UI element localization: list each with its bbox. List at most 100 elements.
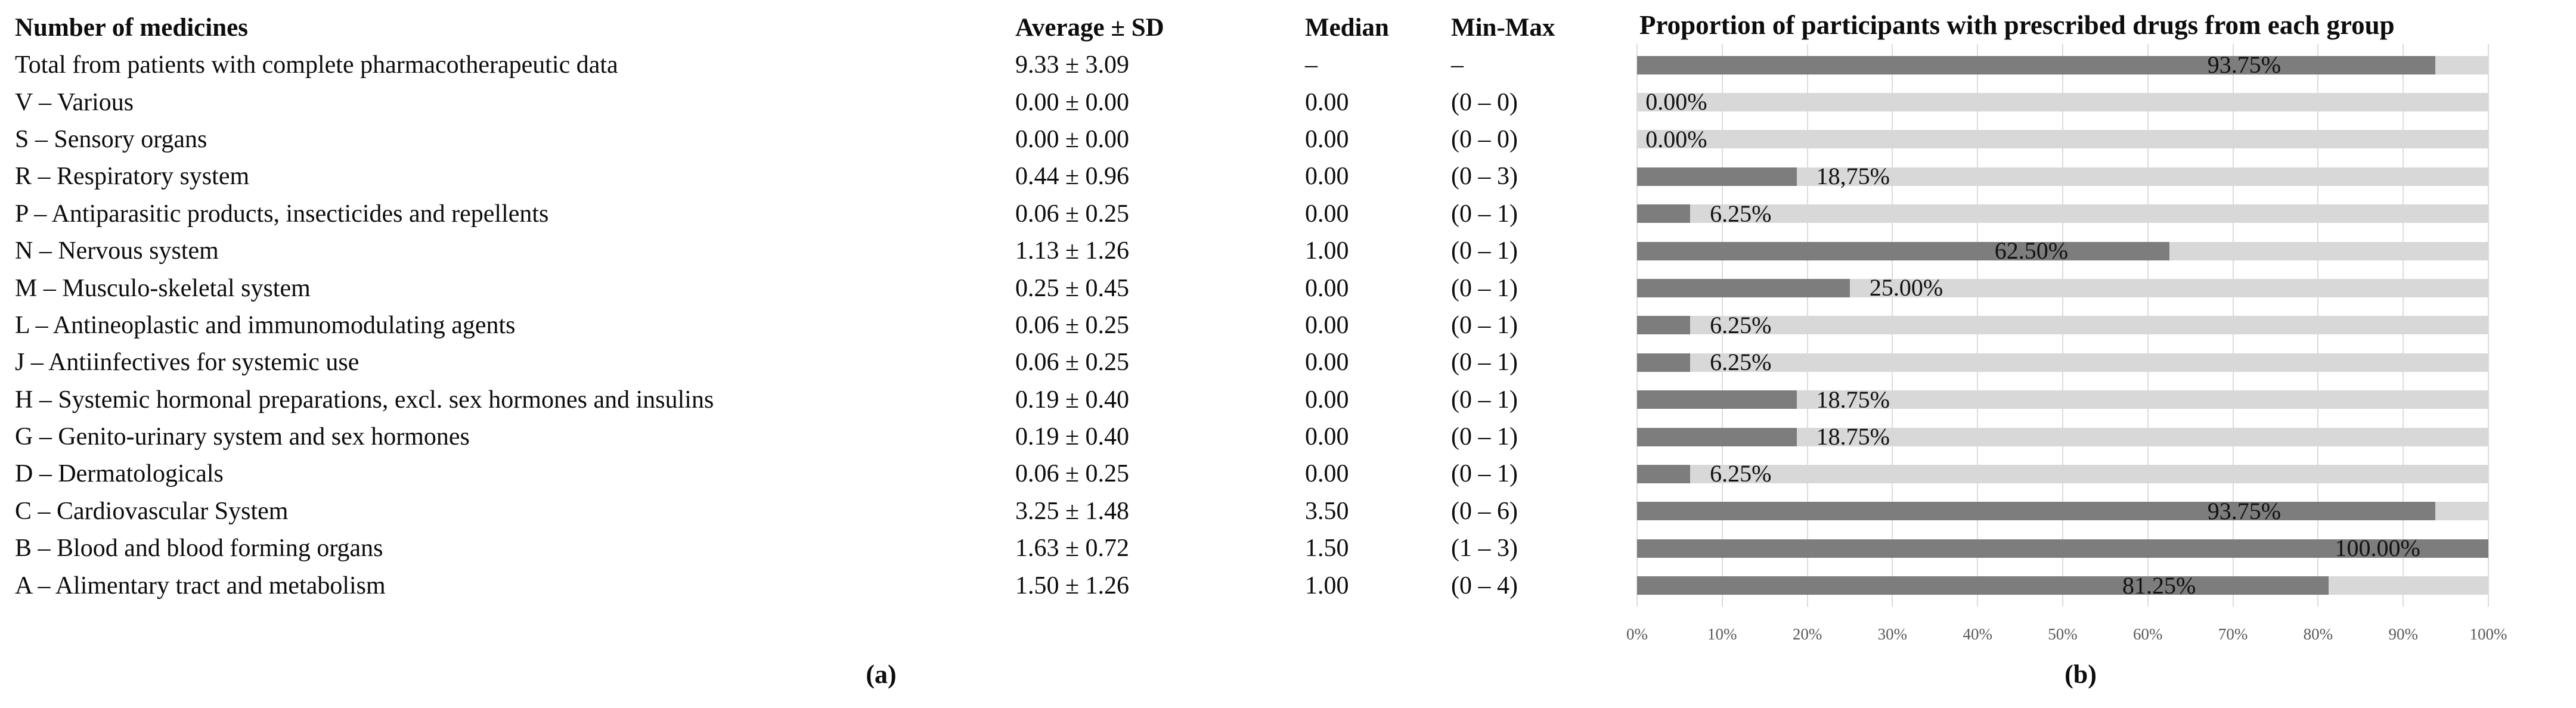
row-median: 0.00 bbox=[1305, 274, 1349, 302]
row-minmax: – bbox=[1451, 51, 1464, 79]
row-minmax: (0 – 1) bbox=[1451, 349, 1518, 377]
bar-chart-plot: 93.75% 0.00% 0.00% 18,75% 6.25% 62.50% 25.00% 6… bbox=[1636, 44, 2489, 607]
bar-value-label: 62.50% bbox=[1994, 237, 2069, 264]
bar-row: 6.25% bbox=[1637, 455, 2488, 492]
row-minmax: (0 – 6) bbox=[1451, 497, 1518, 525]
x-axis-tick-label: 50% bbox=[2048, 625, 2078, 643]
table-row: S – Sensory organs 0.00 ± 0.00 0.00 (0 – 0) bbox=[15, 121, 1630, 158]
row-average-sd: 0.06 ± 0.25 bbox=[1015, 349, 1130, 377]
bar-row: 62.50% bbox=[1637, 232, 2488, 269]
bar-value-label: 6.25% bbox=[1710, 200, 1772, 227]
bar-fill bbox=[1637, 465, 1691, 484]
row-minmax: (0 – 1) bbox=[1451, 386, 1518, 414]
row-name: C – Cardiovascular System bbox=[15, 497, 289, 525]
bar-row: 6.25% bbox=[1637, 195, 2488, 232]
bar-row: 25.00% bbox=[1637, 269, 2488, 306]
row-minmax: (0 – 3) bbox=[1451, 163, 1518, 191]
bar-fill bbox=[1637, 204, 1691, 223]
table-row: B – Blood and blood forming organs 1.63 ±… bbox=[15, 530, 1630, 567]
bar-fill bbox=[1637, 353, 1691, 372]
bar-value-label: 93.75% bbox=[2207, 497, 2281, 524]
table-body: Total from patients with complete pharma… bbox=[15, 46, 1630, 604]
row-name: P – Antiparasitic products, insecticides… bbox=[15, 200, 549, 228]
row-average-sd: 0.06 ± 0.25 bbox=[1015, 460, 1130, 488]
row-median: 0.00 bbox=[1305, 200, 1349, 228]
bar-track bbox=[1637, 93, 2488, 112]
row-minmax: (0 – 1) bbox=[1451, 200, 1518, 228]
x-axis: 0% 10% 20% 30% 40% 50% 60% 70% 80% 90% 100% bbox=[1626, 621, 2507, 648]
row-median: 0.00 bbox=[1305, 386, 1349, 414]
row-median: 0.00 bbox=[1305, 125, 1349, 153]
row-name: V – Various bbox=[15, 88, 134, 116]
row-average-sd: 0.00 ± 0.00 bbox=[1015, 125, 1130, 153]
atc-medicines-table: Number of medicines Average ± SD Median … bbox=[15, 8, 1630, 604]
bar-value-label: 93.75% bbox=[2207, 51, 2281, 78]
table-header-row: Number of medicines Average ± SD Median … bbox=[15, 8, 1630, 46]
row-name: Total from patients with complete pharma… bbox=[15, 51, 618, 79]
row-name: N – Nervous system bbox=[15, 237, 219, 265]
row-name: R – Respiratory system bbox=[15, 163, 250, 191]
bar-row: 18.75% bbox=[1637, 418, 2488, 455]
row-name: M – Musculo-skeletal system bbox=[15, 274, 311, 302]
bar-value-label: 18.75% bbox=[1816, 386, 1890, 413]
x-axis-tick-label: 30% bbox=[1877, 625, 1908, 643]
table-row: G – Genito-urinary system and sex hormon… bbox=[15, 418, 1630, 455]
row-average-sd: 9.33 ± 3.09 bbox=[1015, 51, 1130, 79]
row-minmax: (1 – 3) bbox=[1451, 535, 1518, 563]
bar-fill bbox=[1637, 55, 2435, 74]
row-average-sd: 0.19 ± 0.40 bbox=[1015, 386, 1130, 414]
row-average-sd: 1.50 ± 1.26 bbox=[1015, 572, 1130, 600]
table-row: V – Various 0.00 ± 0.00 0.00 (0 – 0) bbox=[15, 83, 1630, 120]
table-row: M – Musculo-skeletal system 0.25 ± 0.45 0.… bbox=[15, 269, 1630, 306]
row-name: B – Blood and blood forming organs bbox=[15, 535, 383, 563]
bar-fill bbox=[1637, 502, 2435, 521]
col-header-median: Median bbox=[1305, 13, 1389, 42]
row-average-sd: 1.63 ± 0.72 bbox=[1015, 535, 1130, 563]
bar-fill bbox=[1637, 539, 2488, 558]
table-row: D – Dermatologicals 0.06 ± 0.25 0.00 (0 – 1… bbox=[15, 455, 1630, 492]
row-average-sd: 3.25 ± 1.48 bbox=[1015, 497, 1130, 525]
bar-row: 100.00% bbox=[1637, 530, 2488, 567]
row-name: D – Dermatologicals bbox=[15, 460, 224, 488]
bar-row: 18,75% bbox=[1637, 158, 2488, 195]
bar-track bbox=[1637, 204, 2488, 223]
row-name: G – Genito-urinary system and sex hormon… bbox=[15, 423, 470, 451]
row-minmax: (0 – 1) bbox=[1451, 423, 1518, 451]
row-median: 0.00 bbox=[1305, 88, 1349, 116]
table-row: R – Respiratory system 0.44 ± 0.96 0.00 (0 … bbox=[15, 158, 1630, 195]
bar-fill bbox=[1637, 576, 2329, 595]
table-row: J – Antiinfectives for systemic use 0.06 … bbox=[15, 344, 1630, 381]
row-average-sd: 1.13 ± 1.26 bbox=[1015, 237, 1130, 265]
row-minmax: (0 – 1) bbox=[1451, 237, 1518, 265]
table-row: P – Antiparasitic products, insecticides… bbox=[15, 195, 1630, 232]
row-name: J – Antiinfectives for systemic use bbox=[15, 349, 359, 377]
row-average-sd: 0.06 ± 0.25 bbox=[1015, 311, 1130, 339]
bar-value-label: 100.00% bbox=[2335, 535, 2420, 562]
row-name: H – Systemic hormonal preparations, excl… bbox=[15, 386, 714, 414]
bar-row: 0.00% bbox=[1637, 83, 2488, 120]
row-name: S – Sensory organs bbox=[15, 125, 207, 153]
bar-value-label: 6.25% bbox=[1710, 311, 1772, 339]
row-median: – bbox=[1305, 51, 1318, 79]
bar-value-label: 18,75% bbox=[1816, 163, 1890, 190]
x-axis-tick-label: 10% bbox=[1707, 625, 1737, 643]
x-axis-tick-label: 70% bbox=[2218, 625, 2248, 643]
row-median: 0.00 bbox=[1305, 163, 1349, 191]
bar-row: 0.00% bbox=[1637, 121, 2488, 158]
row-minmax: (0 – 1) bbox=[1451, 311, 1518, 339]
bar-track bbox=[1637, 130, 2488, 149]
bar-fill bbox=[1637, 279, 1850, 298]
bar-chart-title: Proportion of participants with prescrib… bbox=[1639, 10, 2395, 40]
row-name: A – Alimentary tract and metabolism bbox=[15, 572, 386, 600]
bar-value-label: 18.75% bbox=[1816, 423, 1890, 450]
row-median: 1.00 bbox=[1305, 572, 1349, 600]
table-row: Total from patients with complete pharma… bbox=[15, 46, 1630, 83]
row-average-sd: 0.06 ± 0.25 bbox=[1015, 200, 1130, 228]
col-header-min-max: Min-Max bbox=[1451, 13, 1555, 42]
bar-value-label: 0.00% bbox=[1645, 125, 1707, 153]
row-median: 1.00 bbox=[1305, 237, 1349, 265]
row-minmax: (0 – 1) bbox=[1451, 274, 1518, 302]
table-row: C – Cardiovascular System 3.25 ± 1.48 3.50… bbox=[15, 493, 1630, 530]
x-axis-tick-label: 40% bbox=[1963, 625, 1992, 643]
